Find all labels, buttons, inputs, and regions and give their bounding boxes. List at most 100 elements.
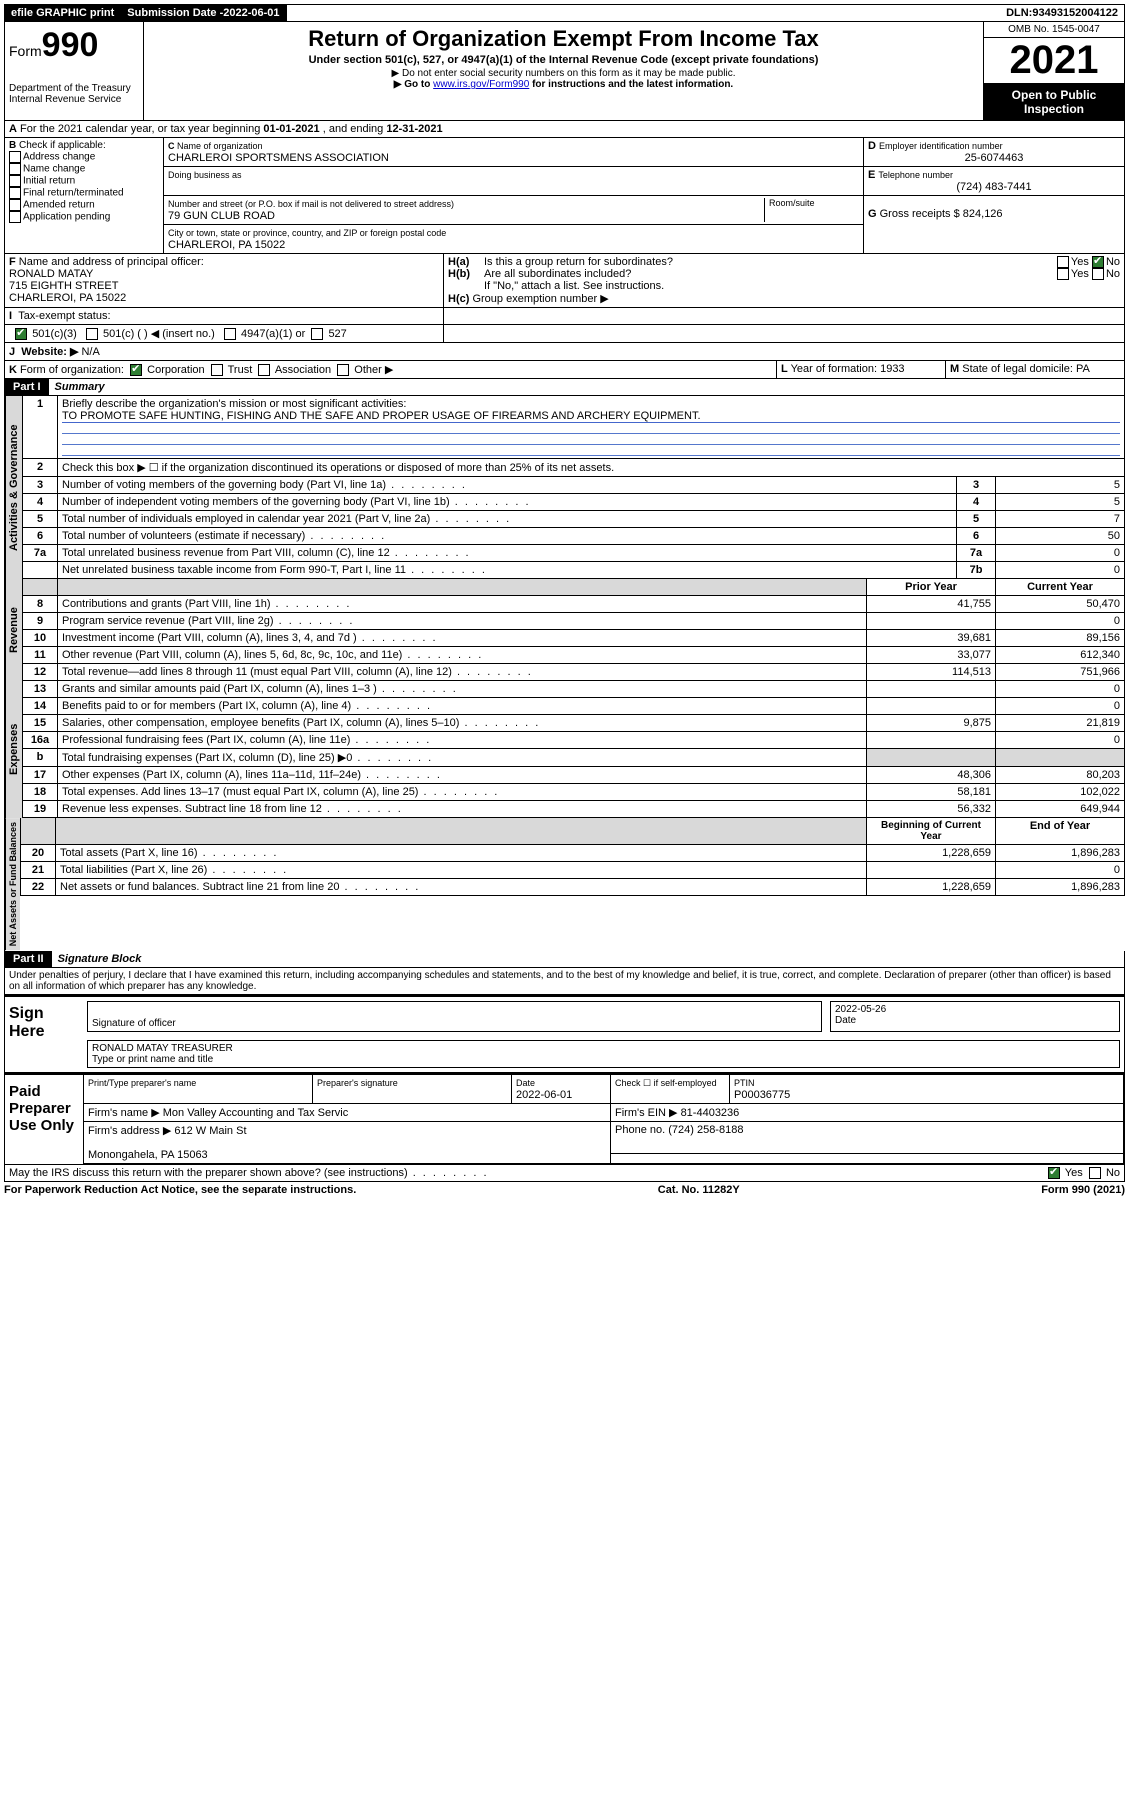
rev-hdr: Prior Year Current Year xyxy=(22,579,1125,596)
part1-body: Activities & Governance 1 Briefly descri… xyxy=(4,396,1125,579)
opt-other: Other ▶ xyxy=(354,364,393,376)
form990-link[interactable]: www.irs.gov/Form990 xyxy=(433,79,529,90)
check-corp[interactable] xyxy=(130,364,142,376)
prep-date-val: 2022-06-01 xyxy=(516,1089,572,1101)
box-h: H(a) Is this a group return for subordin… xyxy=(444,254,1124,307)
form-subtitle-1: Under section 501(c), 527, or 4947(a)(1)… xyxy=(148,54,979,66)
line-klm: K Form of organization: Corporation Trus… xyxy=(4,361,1125,379)
part1-badge: Part I xyxy=(5,379,49,395)
officer-typed-name: RONALD MATAY TREASURER xyxy=(92,1043,1115,1054)
table-row: 9Program service revenue (Part VIII, lin… xyxy=(23,613,1125,630)
no-label-2: No xyxy=(1106,268,1120,280)
table-row: 3Number of voting members of the governi… xyxy=(23,477,1125,494)
section-bcdeg: B Check if applicable: Address change Na… xyxy=(4,138,1125,254)
table-row: 22Net assets or fund balances. Subtract … xyxy=(21,879,1125,896)
officer-sig-line[interactable]: Signature of officer xyxy=(87,1001,822,1032)
officer-addr1: 715 EIGHTH STREET xyxy=(9,280,118,292)
form-title-block: Return of Organization Exempt From Incom… xyxy=(144,22,983,120)
discuss-text: May the IRS discuss this return with the… xyxy=(9,1167,1048,1179)
firm-phone-val: (724) 258-8188 xyxy=(668,1124,743,1136)
col-prior: Prior Year xyxy=(867,579,996,596)
h-note: If "No," attach a list. See instructions… xyxy=(448,280,1120,292)
table-row: 19Revenue less expenses. Subtract line 1… xyxy=(23,801,1125,818)
hc-text: Group exemption number ▶ xyxy=(472,293,608,305)
table-row: bTotal fundraising expenses (Part IX, co… xyxy=(23,749,1125,767)
col-end: End of Year xyxy=(996,818,1125,845)
page-footer: For Paperwork Reduction Act Notice, see … xyxy=(4,1182,1125,1198)
firm-ein-label: Firm's EIN ▶ xyxy=(615,1107,678,1119)
website-label: Website: ▶ xyxy=(21,346,78,358)
discuss-yes[interactable] xyxy=(1048,1167,1060,1179)
yes-label-2: Yes xyxy=(1071,268,1089,280)
opt-501c3: 501(c)(3) xyxy=(32,328,77,340)
box-b: B Check if applicable: Address change Na… xyxy=(5,138,164,253)
opt-corp: Corporation xyxy=(147,364,204,376)
footer-right-b: 990 xyxy=(1072,1184,1090,1196)
phone-label: Telephone number xyxy=(878,170,953,180)
domicile-label: State of legal domicile: xyxy=(962,363,1073,375)
check-amended[interactable] xyxy=(9,199,21,211)
part1-header: Part I Summary xyxy=(4,379,1125,396)
check-501c3[interactable] xyxy=(15,328,27,340)
table-row: 5Total number of individuals employed in… xyxy=(23,511,1125,528)
goto-pre: ▶ Go to xyxy=(394,79,433,90)
form-header: Form990 Department of the Treasury Inter… xyxy=(4,22,1125,121)
discuss-no[interactable] xyxy=(1089,1167,1101,1179)
table-row: 17Other expenses (Part IX, column (A), l… xyxy=(23,767,1125,784)
dba-label: Doing business as xyxy=(168,170,242,180)
tax-status-label: Tax-exempt status: xyxy=(18,310,110,322)
prep-sig-label: Preparer's signature xyxy=(317,1078,398,1088)
spacer xyxy=(287,5,1001,21)
table-row: 15Salaries, other compensation, employee… xyxy=(23,715,1125,732)
yes-label: Yes xyxy=(1071,256,1089,268)
firm-addr1: 612 W Main St xyxy=(174,1125,246,1137)
efile-btn[interactable]: efile GRAPHIC print xyxy=(5,5,121,21)
sig-date-line: 2022-05-26 Date xyxy=(830,1001,1120,1032)
ein-label: Employer identification number xyxy=(879,141,1003,151)
table-row: 14Benefits paid to or for members (Part … xyxy=(23,698,1125,715)
city-block: City or town, state or province, country… xyxy=(164,225,863,253)
q1-answer: TO PROMOTE SAFE HUNTING, FISHING AND THE… xyxy=(62,410,1120,423)
part2-title: Signature Block xyxy=(52,951,148,967)
hb-yes[interactable] xyxy=(1057,268,1069,280)
table-row: 8Contributions and grants (Part VIII, li… xyxy=(23,596,1125,613)
city-value: CHARLEROI, PA 15022 xyxy=(168,239,285,251)
form-year-block: OMB No. 1545-0047 2021 Open to Public In… xyxy=(983,22,1124,120)
phone-value: (724) 483-7441 xyxy=(868,181,1120,193)
hb-no[interactable] xyxy=(1092,268,1104,280)
check-trust[interactable] xyxy=(211,364,223,376)
check-name[interactable] xyxy=(9,163,21,175)
year-form-label: Year of formation: xyxy=(791,363,877,375)
yes-label-3: Yes xyxy=(1065,1167,1083,1179)
no-label: No xyxy=(1106,256,1120,268)
opt-527: 527 xyxy=(328,328,346,340)
check-4947[interactable] xyxy=(224,328,236,340)
dln-value: 93493152004122 xyxy=(1032,7,1118,19)
table-row: 12Total revenue—add lines 8 through 11 (… xyxy=(23,664,1125,681)
opt-address: Address change xyxy=(23,152,95,163)
line-i-opts: 501(c)(3) 501(c) ( ) ◀ (insert no.) 4947… xyxy=(4,325,1125,343)
gov-rows: 3Number of voting members of the governi… xyxy=(22,477,1125,579)
firm-ein-val: 81-4403236 xyxy=(681,1107,740,1119)
opt-trust: Trust xyxy=(228,364,253,376)
opt-final: Final return/terminated xyxy=(23,188,124,199)
check-other[interactable] xyxy=(337,364,349,376)
gross-value: 824,126 xyxy=(963,208,1003,220)
check-pending[interactable] xyxy=(9,211,21,223)
check-501c[interactable] xyxy=(86,328,98,340)
submission-label: Submission Date - xyxy=(127,7,223,19)
sign-here-label: Sign Here xyxy=(5,997,83,1072)
officer-name-label: Type or print name and title xyxy=(92,1054,213,1065)
line-a-begin: 01-01-2021 xyxy=(263,123,319,135)
check-initial[interactable] xyxy=(9,175,21,187)
check-final[interactable] xyxy=(9,187,21,199)
year-form-val: 1933 xyxy=(880,363,904,375)
sig-date-label: Date xyxy=(835,1015,856,1026)
check-assoc[interactable] xyxy=(258,364,270,376)
line-a-pre: For the 2021 calendar year, or tax year … xyxy=(20,123,263,135)
table-row: 11Other revenue (Part VIII, column (A), … xyxy=(23,647,1125,664)
ha-yes[interactable] xyxy=(1057,256,1069,268)
check-527[interactable] xyxy=(311,328,323,340)
ha-no[interactable] xyxy=(1092,256,1104,268)
check-address[interactable] xyxy=(9,151,21,163)
